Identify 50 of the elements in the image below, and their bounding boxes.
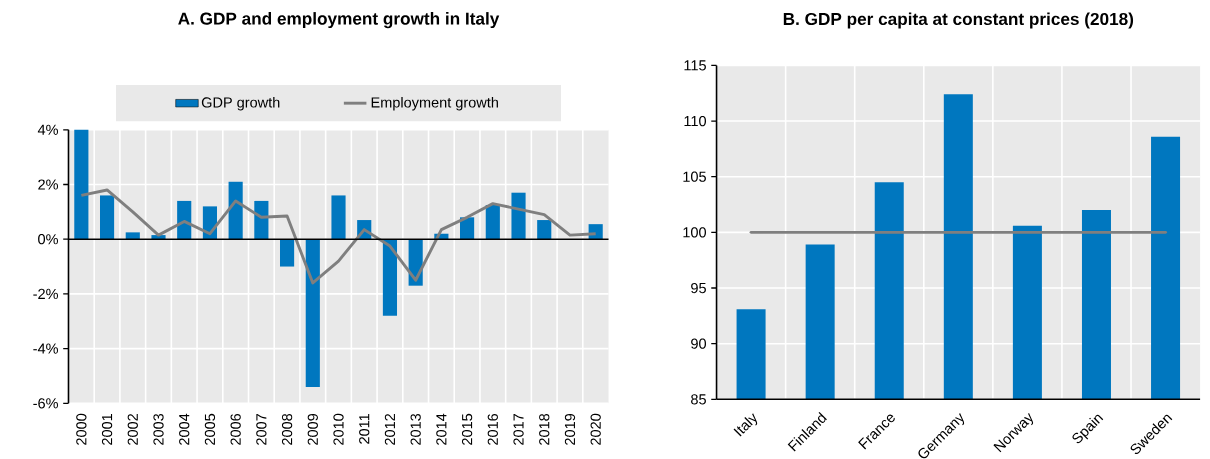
x-tick-label: 2007 xyxy=(256,414,267,445)
x-tick-label: 2019 xyxy=(564,414,576,445)
chart-title: B. GDP per capita at constant prices (2018) xyxy=(783,12,1134,29)
x-tick-label: 2017 xyxy=(513,414,524,445)
x-tick-label: 2000 xyxy=(76,413,87,445)
bar xyxy=(382,239,398,316)
y-tick-label: 0% xyxy=(38,234,58,245)
y-tick-label: 2% xyxy=(38,179,58,190)
x-tick-label: 2008 xyxy=(281,414,293,445)
x-tick-label: 2002 xyxy=(127,414,138,445)
x-tick-label: 2018 xyxy=(539,414,550,445)
bar xyxy=(331,195,346,240)
x-tick-label: 2005 xyxy=(204,413,216,445)
bar xyxy=(74,129,89,240)
x-tick-label: 2011 xyxy=(359,414,370,444)
y-tick-label: -2% xyxy=(33,288,58,300)
bar xyxy=(537,220,552,240)
y-tick-label: 85 xyxy=(691,394,706,405)
x-tick-label: 2009 xyxy=(307,414,318,445)
x-tick-label: 2020 xyxy=(590,413,601,445)
y-tick-label: 105 xyxy=(683,171,706,182)
x-tick-label: 2014 xyxy=(436,413,447,445)
x-tick-label: 2015 xyxy=(461,413,473,445)
bar xyxy=(305,239,320,387)
x-tick-label: 2013 xyxy=(410,414,421,445)
line-series xyxy=(79,188,598,285)
legend-label: GDP growth xyxy=(201,97,280,111)
bar xyxy=(511,192,526,240)
y-tick-label: 95 xyxy=(691,282,706,294)
y-tick-label: 100 xyxy=(683,227,706,238)
bar xyxy=(485,205,500,240)
y-tick-label: 110 xyxy=(684,116,707,127)
bar xyxy=(280,239,295,267)
y-tick-label: 4% xyxy=(37,124,58,135)
x-tick-label: 2003 xyxy=(153,414,164,445)
x-tick-label: 2004 xyxy=(179,413,190,445)
x-tick-label: 2016 xyxy=(487,414,498,445)
x-tick-label: Italy xyxy=(733,413,758,437)
chart-title: A. GDP and employment growth in Italy xyxy=(178,12,500,29)
y-tick-label: -4% xyxy=(33,343,58,354)
y-tick-label: 115 xyxy=(684,60,706,71)
x-tick-label: 2006 xyxy=(230,414,241,445)
bar xyxy=(99,195,115,240)
x-tick-label: 2010 xyxy=(333,413,344,445)
x-tick-label: 2012 xyxy=(384,414,396,445)
bar xyxy=(228,181,243,240)
y-tick-label: -6% xyxy=(33,398,58,409)
legend-label: Employment growth xyxy=(371,97,498,111)
y-tick-label: 90 xyxy=(691,338,707,349)
x-tick-label: 2001 xyxy=(101,414,113,445)
